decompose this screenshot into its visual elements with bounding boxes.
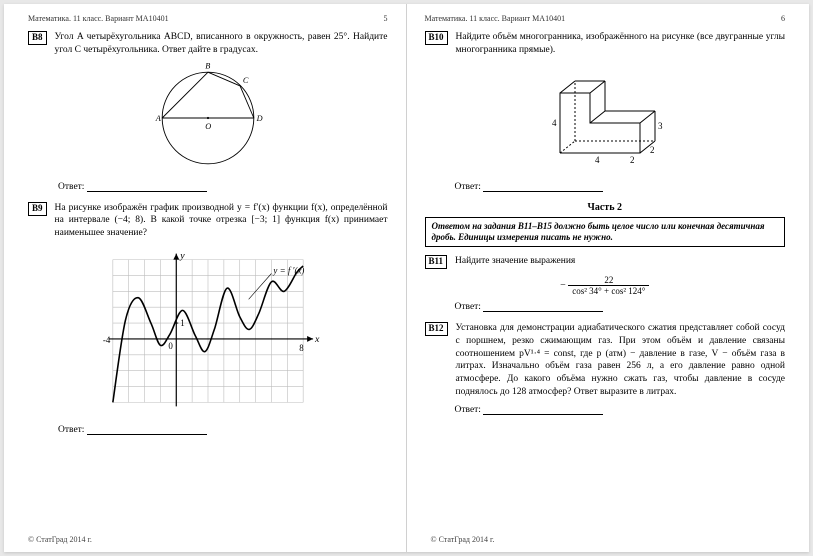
problem-number: В10 — [425, 31, 448, 45]
problem-text: Найдите объём многогранника, изображённо… — [456, 31, 785, 57]
answer-label: Ответ: — [58, 182, 84, 192]
answer-label: Ответ: — [455, 405, 481, 415]
label-D: D — [255, 113, 262, 122]
part2-title: Часть 2 — [425, 202, 786, 213]
svg-text:y = f ′(x): y = f ′(x) — [272, 266, 304, 276]
footer-right: © СтатГрад 2014 г. — [431, 535, 495, 544]
expr-num: 22 — [568, 275, 649, 286]
fraction: 22 cos² 34° + cos² 124° — [568, 275, 649, 296]
problem-b11: В11 Найдите значение выражения — [425, 255, 786, 269]
svg-text:y: y — [179, 251, 185, 262]
dim-e: 2 — [630, 155, 635, 165]
part2-note: Ответом на задания В11–В15 должно быть ц… — [425, 217, 786, 248]
label-O: O — [205, 122, 211, 131]
polyhedron-svg: 4 4 3 2 2 — [530, 63, 680, 173]
figure-b9: y x -4 0 8 1 y = f ′(x) — [28, 246, 388, 419]
label-C: C — [243, 76, 249, 85]
answer-blank[interactable] — [483, 311, 603, 312]
expr-lead: − — [560, 280, 566, 291]
label-A: A — [155, 113, 162, 122]
answer-label: Ответ: — [58, 425, 84, 435]
problem-text: Угол A четырёхугольника ABCD, вписанного… — [55, 31, 388, 57]
footer-left: © СтатГрад 2014 г. — [28, 535, 92, 544]
header-course: Математика. 11 класс. Вариант МА10401 — [425, 14, 566, 23]
circle-quadrilateral-svg: A B C D O — [143, 63, 273, 173]
svg-text:x: x — [314, 334, 320, 345]
dim-d: 2 — [650, 145, 655, 155]
formula-b11: − 22 cos² 34° + cos² 124° — [425, 275, 786, 296]
header-course: Математика. 11 класс. Вариант МА10401 — [28, 14, 169, 23]
problem-text: Установка для демонстрации адиабатическо… — [456, 322, 785, 399]
answer-blank[interactable] — [87, 434, 207, 435]
answer-blank[interactable] — [483, 191, 603, 192]
label-B: B — [205, 63, 210, 71]
header-left: Математика. 11 класс. Вариант МА10401 5 — [28, 14, 388, 23]
expr-den: cos² 34° + cos² 124° — [568, 286, 649, 296]
problem-number: В12 — [425, 322, 448, 336]
page-number: 6 — [781, 14, 785, 23]
problem-number: В9 — [28, 202, 47, 216]
problem-number: В11 — [425, 255, 448, 269]
problem-b12: В12 Установка для демонстрации адиабатич… — [425, 322, 786, 399]
answer-blank[interactable] — [87, 191, 207, 192]
header-right: Математика. 11 класс. Вариант МА10401 6 — [425, 14, 786, 23]
problem-b9: В9 На рисунке изображён график производн… — [28, 202, 388, 240]
svg-text:8: 8 — [299, 343, 304, 353]
dim-a: 4 — [552, 118, 557, 128]
answer-b11: Ответ: — [455, 302, 786, 312]
page-right: Математика. 11 класс. Вариант МА10401 6 … — [407, 4, 810, 552]
problem-number: В8 — [28, 31, 47, 45]
page-number: 5 — [384, 14, 388, 23]
problem-text: На рисунке изображён график производной … — [55, 202, 388, 240]
figure-b8: A B C D O — [28, 63, 388, 176]
derivative-chart-svg: y x -4 0 8 1 y = f ′(x) — [93, 246, 323, 416]
worksheet: Математика. 11 класс. Вариант МА10401 5 … — [4, 4, 809, 552]
svg-text:1: 1 — [180, 318, 184, 328]
svg-text:-4: -4 — [103, 335, 111, 345]
answer-blank[interactable] — [483, 414, 603, 415]
answer-label: Ответ: — [455, 302, 481, 312]
dim-c: 3 — [658, 121, 663, 131]
svg-text:0: 0 — [168, 341, 173, 351]
answer-label: Ответ: — [455, 182, 481, 192]
problem-b8: В8 Угол A четырёхугольника ABCD, вписанн… — [28, 31, 388, 57]
dim-b: 4 — [595, 155, 600, 165]
problem-text: Найдите значение выражения — [455, 255, 575, 268]
problem-b10: В10 Найдите объём многогранника, изображ… — [425, 31, 786, 57]
answer-b9: Ответ: — [58, 425, 388, 435]
answer-b12: Ответ: — [455, 405, 786, 415]
figure-b10: 4 4 3 2 2 — [425, 63, 786, 176]
answer-b10: Ответ: — [455, 182, 786, 192]
page-left: Математика. 11 класс. Вариант МА10401 5 … — [4, 4, 407, 552]
answer-b8: Ответ: — [58, 182, 388, 192]
